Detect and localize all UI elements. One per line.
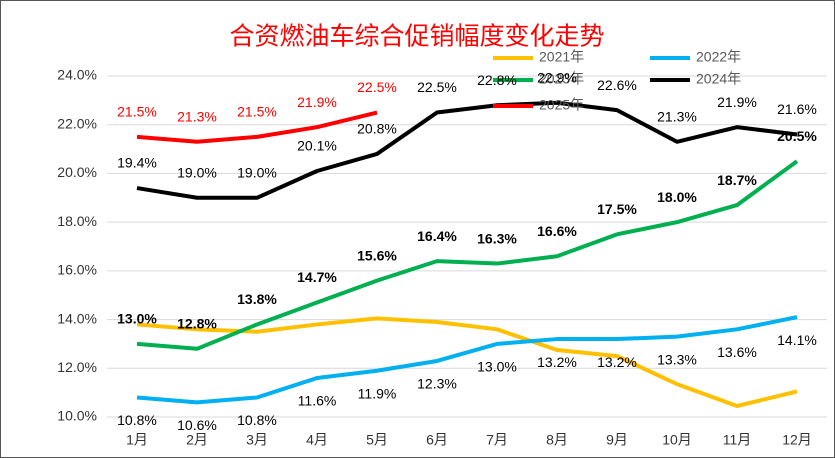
y-tick-label: 16.0% <box>57 262 97 278</box>
data-label: 16.3% <box>477 230 517 246</box>
legend-label: 2025年 <box>539 97 584 113</box>
x-tick-label: 12月 <box>782 432 812 448</box>
data-label: 21.9% <box>717 94 757 110</box>
data-label: 16.4% <box>417 228 457 244</box>
data-label: 13.3% <box>657 351 697 367</box>
data-label: 13.0% <box>117 311 157 327</box>
data-label: 21.5% <box>117 104 157 120</box>
y-tick-label: 12.0% <box>57 359 97 375</box>
data-label: 10.6% <box>177 417 217 433</box>
x-tick-label: 11月 <box>723 432 752 448</box>
data-label: 14.7% <box>297 269 337 285</box>
legend-label: 2021年 <box>539 49 584 65</box>
x-tick-label: 2月 <box>186 432 208 448</box>
x-tick-label: 10月 <box>662 432 692 448</box>
data-label: 22.5% <box>357 79 397 95</box>
data-label: 21.6% <box>777 101 817 117</box>
data-label: 14.1% <box>777 332 817 348</box>
legend-label: 2022年 <box>696 49 741 65</box>
data-label: 21.9% <box>297 94 337 110</box>
series-line <box>136 159 799 351</box>
data-label: 18.0% <box>657 189 697 205</box>
data-label: 22.8% <box>477 72 517 88</box>
x-tick-label: 5月 <box>366 432 388 448</box>
x-tick-label: 8月 <box>546 432 568 448</box>
chart-title: 合资燃油车综合促销幅度变化走势 <box>229 23 604 51</box>
data-label: 22.9% <box>537 69 577 85</box>
x-tick-label: 1月 <box>126 432 148 448</box>
y-tick-label: 18.0% <box>57 213 97 229</box>
data-label: 13.2% <box>537 354 577 370</box>
data-label: 13.6% <box>717 344 757 360</box>
x-tick-label: 4月 <box>306 432 328 448</box>
y-tick-label: 20.0% <box>57 164 97 180</box>
data-label: 19.0% <box>237 164 277 180</box>
data-label: 20.8% <box>357 121 397 137</box>
data-label: 13.0% <box>477 359 517 375</box>
series-line <box>136 110 378 144</box>
series-line <box>136 315 798 405</box>
x-tick-label: 3月 <box>246 432 268 448</box>
data-label: 16.6% <box>537 223 577 239</box>
data-label: 22.6% <box>597 77 637 93</box>
data-label: 10.8% <box>117 412 157 428</box>
data-label: 20.1% <box>297 138 337 154</box>
data-label: 12.3% <box>417 376 457 392</box>
legend-label: 2024年 <box>696 71 741 87</box>
data-label: 11.9% <box>358 385 397 401</box>
data-label: 13.8% <box>237 291 277 307</box>
y-tick-label: 24.0% <box>57 67 97 83</box>
data-label: 21.3% <box>657 108 697 124</box>
data-label: 11.6% <box>298 393 337 409</box>
x-tick-label: 9月 <box>606 432 628 448</box>
data-label: 19.4% <box>117 155 157 171</box>
data-label: 13.2% <box>597 354 637 370</box>
data-label: 20.5% <box>777 128 817 144</box>
series-line <box>136 316 798 409</box>
data-label: 12.8% <box>177 316 217 332</box>
legend-label: 2023年 <box>539 71 584 87</box>
data-label: 18.7% <box>717 172 757 188</box>
data-label: 19.0% <box>177 164 217 180</box>
x-tick-label: 7月 <box>486 432 508 448</box>
y-tick-label: 10.0% <box>57 408 97 424</box>
data-label: 10.8% <box>237 412 277 428</box>
series-line <box>136 100 798 200</box>
data-label: 17.5% <box>597 201 637 217</box>
data-label: 22.5% <box>417 79 457 95</box>
data-label: 21.3% <box>177 108 217 124</box>
data-label: 15.6% <box>357 247 397 263</box>
x-tick-label: 6月 <box>426 432 448 448</box>
y-tick-label: 14.0% <box>57 310 97 326</box>
data-label: 21.5% <box>237 104 277 120</box>
y-tick-label: 22.0% <box>57 115 97 131</box>
